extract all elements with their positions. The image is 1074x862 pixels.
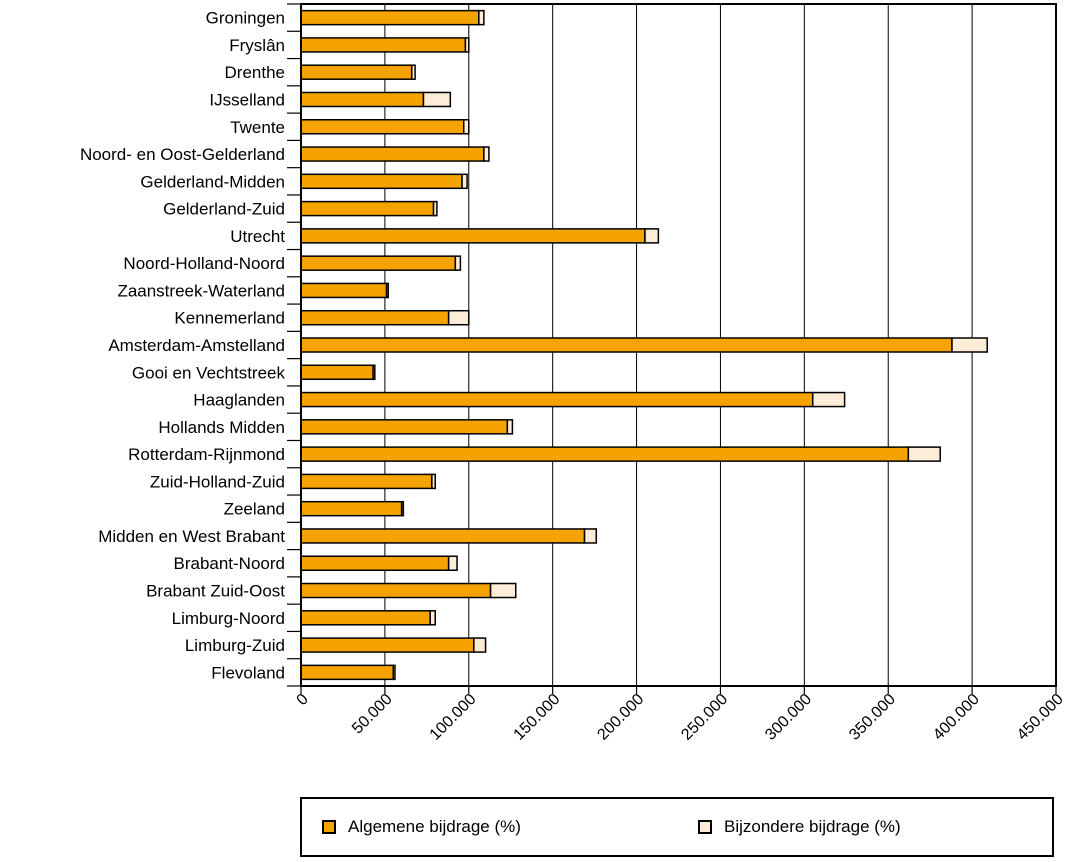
bar-twente-algemene xyxy=(300,119,465,135)
category-label-rotterdam-rijnmond: Rotterdam-Rijnmond xyxy=(128,445,285,464)
bar-zeeland-bijzondere xyxy=(400,500,405,517)
category-label-utrecht: Utrecht xyxy=(230,227,285,246)
bar-brabant-noord-algemene xyxy=(300,555,450,571)
category-labels: Groningen Fryslân Drenthe IJsselland Twente N… xyxy=(80,3,301,687)
legend: Algemene bijdrage (%) Bijzondere bijdrag… xyxy=(300,797,1054,857)
bar-noord-en-oost-gelderland-bijzondere xyxy=(483,146,490,162)
bar-brabant-zuid-oost-algemene xyxy=(300,582,492,599)
category-label-groningen: Groningen xyxy=(206,9,285,28)
x-tick-label: 200.000 xyxy=(594,691,647,744)
x-axis-ticks: 0 50.000 100.000 150.000 200.000 250.000 300.0… xyxy=(294,686,1067,744)
bar-drenthe-bijzondere xyxy=(410,64,416,80)
bar-utrecht-bijzondere xyxy=(644,228,660,244)
category-label-midden-en-west-brabant: Midden en West Brabant xyxy=(98,527,285,546)
category-label-brabant-zuid-oost: Brabant Zuid-Oost xyxy=(146,582,285,601)
category-label-ijsselland: IJsselland xyxy=(209,90,285,109)
bar-zeeland-algemene xyxy=(300,500,403,517)
category-label-frysl-n: Fryslân xyxy=(229,36,285,55)
category-label-limburg-zuid: Limburg-Zuid xyxy=(185,636,285,655)
bar-limburg-zuid-bijzondere xyxy=(473,637,487,653)
category-label-gooi-en-vechtstreek: Gooi en Vechtstreek xyxy=(132,363,286,382)
legend-label-algemene: Algemene bijdrage (%) xyxy=(348,817,521,836)
plot-frame xyxy=(300,3,1057,687)
bar-rotterdam-rijnmond-algemene xyxy=(300,446,910,462)
category-label-drenthe: Drenthe xyxy=(225,63,285,82)
category-label-kennemerland: Kennemerland xyxy=(174,309,285,328)
bars xyxy=(300,9,988,681)
bar-gelderland-midden-algemene xyxy=(300,173,463,190)
bar-brabant-zuid-oost-bijzondere xyxy=(489,582,517,599)
legend-label-bijzondere: Bijzondere bijdrage (%) xyxy=(724,817,901,836)
bar-kennemerland-bijzondere xyxy=(447,309,470,326)
bar-hollands-midden-algemene xyxy=(300,419,509,435)
category-label-noord-holland-noord: Noord-Holland-Noord xyxy=(123,254,285,273)
bar-gelderland-zuid-algemene xyxy=(300,200,435,217)
bar-noord-holland-noord-bijzondere xyxy=(454,255,462,271)
bar-zaanstreek-waterland-bijzondere xyxy=(385,282,389,299)
category-label-zaanstreek-waterland: Zaanstreek-Waterland xyxy=(117,281,285,300)
legend-swatch-algemene xyxy=(322,820,336,834)
category-label-twente: Twente xyxy=(230,118,285,137)
x-tick-label: 350.000 xyxy=(846,691,899,744)
category-label-zeeland: Zeeland xyxy=(224,500,285,519)
category-label-gelderland-midden: Gelderland-Midden xyxy=(140,172,285,191)
category-label-noord-en-oost-gelderland: Noord- en Oost-Gelderland xyxy=(80,145,285,164)
x-tick-label: 0 xyxy=(294,691,312,709)
legend-swatch-bijzondere xyxy=(698,820,712,834)
category-label-zuid-holland-zuid: Zuid-Holland-Zuid xyxy=(150,472,285,491)
bar-gelderland-midden-bijzondere xyxy=(461,173,468,190)
category-label-brabant-noord: Brabant-Noord xyxy=(173,554,285,573)
x-tick-label: 250.000 xyxy=(678,691,731,744)
category-label-flevoland: Flevoland xyxy=(211,663,285,682)
bar-drenthe-algemene xyxy=(300,64,413,80)
bar-amsterdam-amstelland-bijzondere xyxy=(951,337,988,353)
bar-flevoland-bijzondere xyxy=(392,664,396,681)
bar-frysl-n-bijzondere xyxy=(464,37,470,53)
category-label-amsterdam-amstelland: Amsterdam-Amstelland xyxy=(108,336,285,355)
legend-item-bijzondere: Bijzondere bijdrage (%) xyxy=(698,817,901,837)
x-tick-label: 150.000 xyxy=(511,691,564,744)
x-tick-label: 50.000 xyxy=(349,691,396,738)
bar-frysl-n-algemene xyxy=(300,37,467,53)
bar-haaglanden-bijzondere xyxy=(811,391,846,408)
bar-limburg-noord-bijzondere xyxy=(429,610,436,626)
category-label-hollands-midden: Hollands Midden xyxy=(158,418,285,437)
bar-ijsselland-bijzondere xyxy=(422,91,452,108)
bar-brabant-noord-bijzondere xyxy=(447,555,458,571)
bar-zuid-holland-zuid-algemene xyxy=(300,473,433,490)
bar-groningen-bijzondere xyxy=(478,9,485,26)
bar-utrecht-algemene xyxy=(300,228,646,244)
x-tick-label: 450.000 xyxy=(1014,691,1067,744)
bar-limburg-noord-algemene xyxy=(300,610,431,626)
bar-zuid-holland-zuid-bijzondere xyxy=(431,473,436,490)
x-tick-label: 300.000 xyxy=(762,691,815,744)
bar-kennemerland-algemene xyxy=(300,309,450,326)
bar-gelderland-zuid-bijzondere xyxy=(432,200,438,217)
bar-flevoland-algemene xyxy=(300,664,395,681)
bar-hollands-midden-bijzondere xyxy=(506,419,514,435)
bar-midden-en-west-brabant-bijzondere xyxy=(583,528,598,544)
x-tick-label: 400.000 xyxy=(930,691,983,744)
bar-midden-en-west-brabant-algemene xyxy=(300,528,586,544)
bar-limburg-zuid-algemene xyxy=(300,637,475,653)
x-tick-label: 100.000 xyxy=(427,691,480,744)
bar-groningen-algemene xyxy=(300,9,480,26)
chart: Groningen Fryslân Drenthe IJsselland Twente N… xyxy=(80,3,1067,744)
category-label-limburg-noord: Limburg-Noord xyxy=(172,609,285,628)
bar-twente-bijzondere xyxy=(462,119,470,135)
bar-gooi-en-vechtstreek-bijzondere xyxy=(372,364,376,381)
bar-noord-holland-noord-algemene xyxy=(300,255,457,271)
category-label-haaglanden: Haaglanden xyxy=(193,391,285,410)
bar-zaanstreek-waterland-algemene xyxy=(300,282,388,299)
bar-haaglanden-algemene xyxy=(300,391,814,408)
bar-amsterdam-amstelland-algemene xyxy=(300,337,953,353)
bar-rotterdam-rijnmond-bijzondere xyxy=(907,446,941,462)
category-label-gelderland-zuid: Gelderland-Zuid xyxy=(163,200,285,219)
bar-noord-en-oost-gelderland-algemene xyxy=(300,146,485,162)
legend-item-algemene: Algemene bijdrage (%) xyxy=(322,817,521,837)
bar-gooi-en-vechtstreek-algemene xyxy=(300,364,374,381)
bar-ijsselland-algemene xyxy=(300,91,425,108)
